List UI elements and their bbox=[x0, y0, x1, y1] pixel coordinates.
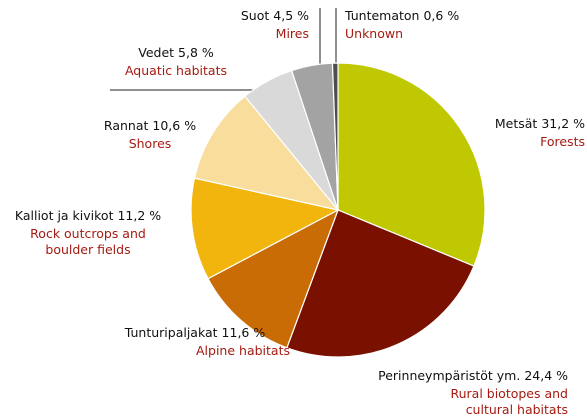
english-label: Forests bbox=[540, 134, 585, 149]
slice-label: Suot 4,5 % bbox=[241, 8, 309, 23]
category-name: Suot bbox=[241, 8, 270, 23]
category-name: Rannat bbox=[104, 118, 149, 133]
english-label: Aquatic habitats bbox=[125, 63, 227, 78]
category-name: Tuntematon bbox=[344, 8, 419, 23]
english-label: cultural habitats bbox=[466, 402, 568, 417]
pie-slice bbox=[207, 208, 340, 349]
english-label: Shores bbox=[129, 136, 172, 151]
category-name: Vedet bbox=[138, 45, 174, 60]
value-label: 11,2 % bbox=[117, 208, 161, 223]
pie-slice bbox=[193, 95, 340, 211]
value-label: 5,8 % bbox=[178, 45, 214, 60]
slice-label: Tunturipaljakat 11,6 % bbox=[124, 325, 266, 340]
slice-label: Tuntematon 0,6 % bbox=[344, 8, 459, 23]
category-name: Metsät bbox=[495, 116, 538, 131]
value-label: 11,6 % bbox=[222, 325, 266, 340]
slice-label: Vedet 5,8 % bbox=[138, 45, 214, 60]
pie-slice bbox=[190, 177, 340, 280]
slice-label: Perinneympäristöt ym. 24,4 % bbox=[378, 368, 568, 383]
category-name: Tunturipaljakat bbox=[124, 325, 218, 340]
english-label: boulder fields bbox=[45, 242, 130, 257]
english-label: Rock outcrops and bbox=[30, 226, 146, 241]
pie-slice bbox=[286, 209, 475, 358]
pie-slice bbox=[337, 62, 486, 267]
value-label: 10,6 % bbox=[152, 118, 196, 133]
slice-label: Metsät 31,2 % bbox=[495, 116, 585, 131]
slice-label: Kalliot ja kivikot 11,2 % bbox=[15, 208, 161, 223]
pie-slice bbox=[331, 62, 339, 211]
english-label: Unknown bbox=[345, 26, 403, 41]
english-label: Mires bbox=[276, 26, 309, 41]
category-name: Kalliot ja kivikot bbox=[15, 208, 114, 223]
category-name: Perinneympäristöt ym. bbox=[378, 368, 520, 383]
value-label: 31,2 % bbox=[541, 116, 585, 131]
english-label: Rural biotopes and bbox=[450, 386, 568, 401]
value-label: 0,6 % bbox=[423, 8, 459, 23]
value-label: 4,5 % bbox=[273, 8, 309, 23]
value-label: 24,4 % bbox=[524, 368, 568, 383]
slice-label: Rannat 10,6 % bbox=[104, 118, 196, 133]
english-label: Alpine habitats bbox=[196, 343, 290, 358]
